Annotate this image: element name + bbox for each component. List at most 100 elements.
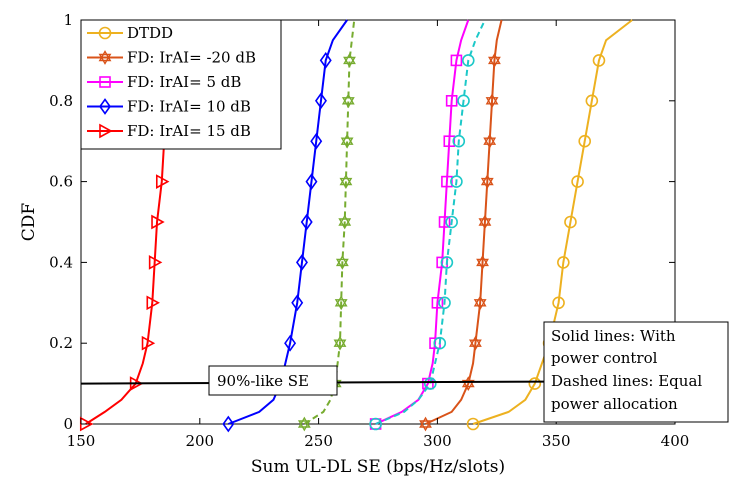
series-0-point: [578, 134, 592, 148]
annotation-line-1: Solid lines: With: [551, 327, 676, 345]
legend-box: [80, 19, 282, 150]
y-tick-label: 0.4: [49, 253, 73, 271]
series-1-point: [483, 133, 497, 149]
series-5-point: [335, 255, 349, 270]
series-3-point: [310, 132, 323, 150]
y-tick-label: 0.6: [49, 173, 73, 191]
series-1-point: [480, 174, 494, 190]
legend-entry: FD: IrAI= 5 dB: [87, 73, 241, 91]
series-1-line: [425, 19, 503, 425]
series-3-point: [319, 52, 332, 69]
x-tick-label: 150: [67, 432, 96, 450]
x-tick-label: 400: [661, 432, 690, 450]
series-2-point: [431, 296, 444, 309]
series-4-point: [146, 295, 160, 311]
series-3-point: [300, 213, 313, 231]
series-0-point: [571, 175, 584, 188]
legend-label: FD: IrAI= 10 dB: [127, 98, 251, 116]
y-tick-label: 0.2: [49, 334, 73, 352]
series-2-point: [438, 216, 451, 228]
series-3-point: [222, 415, 235, 433]
series-1-point: [469, 335, 482, 351]
series-0-point: [466, 417, 480, 431]
series-1-point: [473, 295, 487, 311]
series-0-line: [472, 19, 633, 425]
series-5-point: [339, 174, 353, 190]
y-tick-label: 0: [63, 415, 73, 433]
legend-label: FD: IrAI= 5 dB: [127, 73, 241, 91]
x-tick-label: 200: [185, 432, 214, 450]
series-4-point: [141, 335, 156, 351]
annotation-90pct-text: 90%-like SE: [217, 372, 309, 390]
annotation-line-4: power allocation: [551, 395, 678, 413]
series-2-point: [445, 95, 458, 107]
series-5-point: [338, 214, 352, 230]
series-1-point: [488, 52, 501, 68]
legend-label: DTDD: [127, 24, 173, 42]
series-0-point: [552, 296, 565, 310]
series-6-point: [457, 94, 470, 108]
series-2-point: [450, 54, 463, 67]
series-4-point: [155, 174, 170, 189]
series-3-point: [314, 92, 327, 110]
y-tick-label: 0.8: [49, 92, 73, 110]
legend-swatch-marker: [99, 123, 113, 139]
series-6-point: [423, 377, 437, 390]
series-0-point: [585, 94, 599, 108]
series-6-point: [440, 256, 454, 269]
legend-swatch-marker: [99, 98, 111, 115]
series-0: [466, 19, 633, 431]
x-tick-label: 300: [423, 432, 452, 450]
series-0-point: [564, 215, 577, 229]
series-3-point: [295, 254, 308, 271]
legend: DTDD FD: IrAI= -20 dB FD: IrAI= 5 dB FD: Ir…: [80, 19, 282, 150]
legend-entry: FD: IrAI= 15 dB: [87, 122, 251, 140]
series-6-point: [445, 215, 458, 229]
legend-label: FD: IrAI= -20 dB: [127, 49, 256, 67]
series-5-point: [343, 52, 356, 68]
series-2-point: [441, 175, 453, 188]
x-tick-label: 350: [542, 432, 571, 450]
x-axis-label: Sum UL-DL SE (bps/Hz/slots): [251, 457, 505, 477]
legend-entry: DTDD: [87, 24, 173, 42]
series-5-point: [341, 93, 355, 109]
series-6: [369, 19, 486, 431]
annotation-line-styles-box: [543, 321, 729, 423]
legend-entry: FD: IrAI= -20 dB: [87, 49, 256, 67]
annotation-line-3: Dashed lines: Equal: [551, 372, 702, 390]
series-3-point: [291, 294, 304, 312]
series-3-point: [284, 334, 297, 352]
series-1-point: [478, 214, 492, 230]
y-tick-label: 1: [63, 11, 73, 29]
series-1-point: [419, 416, 432, 432]
annotation-90pct: 90%-like SE: [208, 365, 338, 396]
series-6-point: [438, 296, 451, 310]
series-6-point: [452, 134, 466, 148]
series-6-point: [369, 417, 382, 431]
annotation-line-styles: Solid lines: With power control Dashed l…: [543, 321, 729, 423]
series-6-point: [450, 175, 463, 188]
series-5-point: [340, 133, 354, 149]
series-6-point: [461, 54, 475, 67]
legend-swatch-marker: [99, 76, 111, 88]
series-5-point: [333, 335, 347, 351]
legend-label: FD: IrAI= 15 dB: [127, 122, 251, 140]
series-5-point: [334, 295, 348, 311]
legend-swatch-marker: [98, 50, 112, 65]
series-1-point: [485, 93, 499, 109]
annotation-line-2: power control: [551, 349, 658, 367]
legend-swatch-marker: [98, 26, 112, 40]
series-4-point: [151, 214, 165, 230]
series-6-point: [433, 336, 447, 350]
x-axis-ticks: 150 200 250 300 350 400: [67, 20, 690, 450]
series-1-point: [476, 254, 489, 270]
series-0-point: [528, 377, 542, 390]
series-5-point: [297, 416, 311, 432]
y-axis-label: CDF: [19, 203, 39, 242]
series-0-point: [592, 54, 606, 67]
annotation-90pct-box: [208, 365, 338, 396]
legend-items: DTDD FD: IrAI= -20 dB FD: IrAI= 5 dB FD: Ir…: [87, 24, 256, 140]
series-2-point: [443, 135, 456, 147]
series-3-point: [305, 173, 318, 190]
